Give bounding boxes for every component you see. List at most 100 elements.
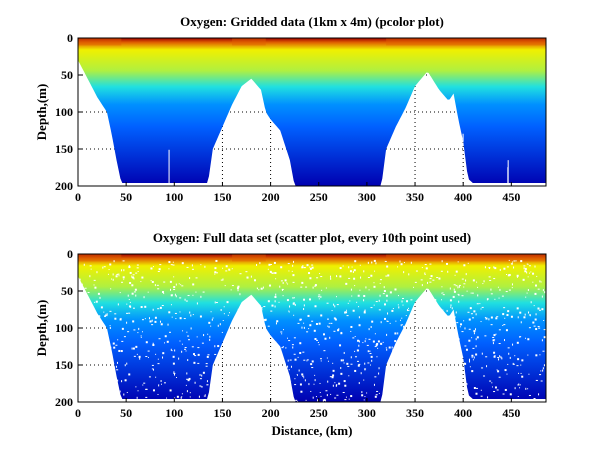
scatter-gap [316,339,319,341]
scatter-gap [314,337,317,340]
scatter-gap [170,294,173,297]
scatter-gap [358,382,360,385]
scatter-gap [334,305,336,308]
scatter-gap [508,352,510,355]
scatter-gap [505,399,508,402]
scatter-gap [240,397,242,400]
scatter-gap [416,335,419,337]
scatter-gap [461,278,464,280]
scatter-gap [192,314,194,316]
scatter-gap [294,303,296,306]
scatter-gap [508,289,511,291]
scatter-gap [332,369,335,372]
scatter-gap [502,393,505,395]
scatter-gap [135,294,137,297]
scatter-gap [129,281,132,284]
scatter-gap [340,372,343,375]
scatter-gap [331,310,333,312]
scatter-gap [223,313,225,315]
scatter-gap [371,320,374,323]
scatter-gap [104,362,107,365]
y-axis-label: Depth,(m) [34,84,49,141]
scatter-gap [401,317,403,319]
scatter-gap [140,335,142,337]
scatter-gap [332,362,334,364]
y-tick-label: 150 [55,358,73,372]
scatter-gap [378,309,381,311]
x-tick-label: 450 [502,406,520,420]
scatter-gap [373,304,375,306]
scatter-gap [116,361,118,364]
scatter-gap [511,287,513,289]
scatter-gap [427,361,430,364]
scatter-gap [358,363,361,365]
scatter-gap [214,271,217,274]
scatter-gap [449,384,452,386]
scatter-gap [442,309,444,312]
scatter-gap [220,279,223,281]
scatter-gap [336,394,339,396]
scatter-gap [397,304,399,306]
scatter-gap [191,268,194,270]
scatter-gap [524,313,526,316]
scatter-gap [189,396,191,398]
scatter-gap [328,322,330,324]
scatter-gap [448,332,450,335]
scatter-gap [84,287,87,289]
scatter-gap [115,344,118,346]
scatter-gap [260,376,262,379]
scatter-gap [371,261,373,264]
scatter-gap [345,282,348,285]
scatter-gap [225,265,228,268]
scatter-gap [320,276,323,278]
scatter-gap [394,355,397,358]
scatter-gap [419,384,422,387]
scatter-gap [401,298,404,300]
scatter-gap [292,302,295,305]
scatter-gap [541,295,543,298]
scatter-gap [240,376,243,379]
scatter-gap [535,284,538,287]
scatter-gap [207,333,209,335]
scatter-gap [199,378,202,380]
scatter-gap [445,262,448,265]
scatter-gap [326,394,328,397]
scatter-gap [543,319,545,321]
scatter-gap [401,346,404,349]
scatter-gap [145,341,148,344]
scatter-gap [157,363,160,365]
scatter-gap [453,399,455,401]
scatter-gap [410,390,413,392]
scatter-gap [493,334,496,337]
scatter-gap [293,260,295,263]
scatter-gap [471,370,474,373]
scatter-gap [543,364,545,367]
scatter-gap [486,298,488,301]
scatter-gap [240,317,243,320]
scatter-gap [206,355,209,358]
scatter-gap [99,347,102,349]
scatter-gap [190,327,192,330]
scatter-gap [253,279,256,282]
scatter-gap [181,393,183,395]
scatter-gap [354,369,357,372]
scatter-gap [203,395,206,397]
scatter-gap [385,376,387,378]
scatter-gap [110,346,112,349]
gap-column [256,163,258,186]
scatter-gap [281,288,284,290]
scatter-gap [152,266,154,268]
scatter-gap [143,296,145,299]
scatter-gap [400,371,403,373]
scatter-gap [254,341,256,343]
scatter-gap [102,266,104,269]
scatter-gap [121,380,123,383]
scatter-gap [287,263,290,265]
scatter-gap [282,345,284,347]
scatter-gap [496,369,498,371]
scatter-gap [424,376,426,378]
scatter-gap [209,389,212,392]
scatter-gap [123,336,126,338]
scatter-gap [483,375,486,377]
scatter-gap [276,320,279,323]
